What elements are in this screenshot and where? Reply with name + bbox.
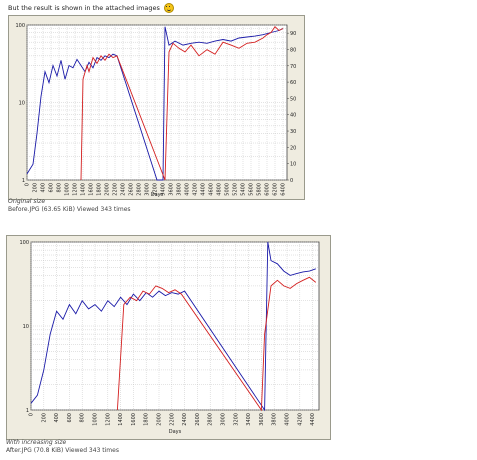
x-tick-label: 2000 <box>157 413 163 426</box>
x-tick-label: 3600 <box>169 183 175 196</box>
right-tick-label: 60 <box>290 80 296 86</box>
x-tick-label: 5200 <box>233 183 239 196</box>
x-tick-label: 1400 <box>81 183 87 196</box>
x-tick-label: 2600 <box>195 413 201 426</box>
x-tick-label: 3000 <box>145 183 151 196</box>
x-tick-label: 2200 <box>113 183 119 196</box>
attachment-caption-before: Original size Before.JPG (63.65 KiB) Vie… <box>8 198 131 214</box>
y-tick-label: 100 <box>19 240 29 246</box>
x-tick-label: 5600 <box>249 183 255 196</box>
x-tick-label: 4000 <box>185 183 191 196</box>
post-intro-label: But the result is shown in the attached … <box>8 4 160 12</box>
x-tick-label: 3400 <box>246 413 252 426</box>
x-tick-label: 5800 <box>257 183 263 196</box>
x-tick-label: 200 <box>33 183 39 193</box>
x-tick-label: 4600 <box>209 183 215 196</box>
y-tick-label: 10 <box>23 324 29 330</box>
x-axis-label: Days <box>169 429 182 435</box>
right-tick-label: 70 <box>290 64 296 70</box>
x-tick-label: 4400 <box>310 413 316 426</box>
right-tick-label: 90 <box>290 31 296 37</box>
right-tick-label: 30 <box>290 129 296 135</box>
attachment-image-before[interactable]: 0 200 400 600 800 1000 1200 1400 1600 1800 2000 220… <box>8 15 305 200</box>
caption-info-after[interactable]: After.JPG (70.8 KiB) Viewed 343 times <box>6 447 119 454</box>
x-tick-label: 3600 <box>259 413 265 426</box>
x-tick-label: 1600 <box>131 413 137 426</box>
x-tick-label: 800 <box>80 413 86 423</box>
right-tick-label: 80 <box>290 47 296 53</box>
caption-title-after: With increasing size <box>6 439 67 446</box>
x-tick-label: 600 <box>49 183 55 193</box>
x-axis-label: Days <box>151 192 164 198</box>
x-tick-label: 1200 <box>73 183 79 196</box>
right-tick-label: 40 <box>290 113 296 119</box>
x-tick-label: 400 <box>41 183 47 193</box>
attachment-caption-after: With increasing size After.JPG (70.8 KiB… <box>6 439 119 455</box>
right-tick-label: 50 <box>290 96 296 102</box>
smiley-icon <box>164 3 175 13</box>
x-tick-label: 1000 <box>65 183 71 196</box>
x-tick-label: 0 <box>29 413 35 416</box>
x-tick-label: 4200 <box>297 413 303 426</box>
x-tick-label: 4800 <box>217 183 223 196</box>
x-tick-label: 1600 <box>89 183 95 196</box>
x-tick-label: 1200 <box>105 413 111 426</box>
x-tick-label: 4000 <box>285 413 291 426</box>
y-tick-label: 10 <box>19 101 25 107</box>
x-tick-label: 2800 <box>137 183 143 196</box>
x-tick-label: 600 <box>67 413 73 423</box>
x-tick-label: 2600 <box>129 183 135 196</box>
x-tick-label: 1000 <box>93 413 99 426</box>
x-tick-label: 3200 <box>233 413 239 426</box>
x-tick-label: 1800 <box>144 413 150 426</box>
x-tick-label: 4400 <box>201 183 207 196</box>
x-tick-label: 5400 <box>241 183 247 196</box>
x-tick-label: 3800 <box>272 413 278 426</box>
x-tick-label: 4200 <box>193 183 199 196</box>
x-tick-label: 800 <box>57 183 63 193</box>
x-tick-label: 3400 <box>161 183 167 196</box>
x-tick-label: 2400 <box>182 413 188 426</box>
x-tick-label: 2400 <box>121 183 127 196</box>
x-tick-label: 2000 <box>105 183 111 196</box>
caption-title-before: Original size <box>8 198 46 205</box>
series-line-blue <box>30 241 316 412</box>
series-line-red <box>116 276 317 412</box>
right-tick-label: 0 <box>290 178 293 184</box>
y-tick-label: 1 <box>22 178 25 184</box>
x-tick-label: 400 <box>54 413 60 423</box>
x-tick-label: 6000 <box>265 183 271 196</box>
x-tick-label: 1400 <box>118 413 124 426</box>
y-tick-label: 1 <box>26 408 29 414</box>
y-tick-label: 100 <box>15 23 25 29</box>
x-tick-label: 200 <box>41 413 47 423</box>
x-tick-label: 6400 <box>281 183 287 196</box>
right-tick-label: 10 <box>290 162 296 168</box>
post-intro-text: But the result is shown in the attached … <box>8 3 175 13</box>
x-tick-label: 3000 <box>221 413 227 426</box>
x-tick-label: 6200 <box>273 183 279 196</box>
series-line-red <box>80 26 284 181</box>
attachment-image-after[interactable]: 0 200 400 600 800 1000 1200 1400 1600 1800 2000 220… <box>6 235 331 440</box>
x-tick-label: 3800 <box>177 183 183 196</box>
x-tick-label: 3200 <box>153 183 159 196</box>
x-tick-label: 2200 <box>169 413 175 426</box>
x-tick-label: 1800 <box>97 183 103 196</box>
right-tick-label: 20 <box>290 145 296 151</box>
caption-info-before[interactable]: Before.JPG (63.65 KiB) Viewed 343 times <box>8 206 131 213</box>
after-chart: 0 200 400 600 800 1000 1200 1400 1600 1800 2000 220… <box>19 240 320 435</box>
x-tick-label: 2800 <box>208 413 214 426</box>
x-tick-label: 0 <box>25 183 31 186</box>
before-chart: 0 200 400 600 800 1000 1200 1400 1600 1800 2000 220… <box>15 23 296 198</box>
x-tick-label: 5000 <box>225 183 231 196</box>
